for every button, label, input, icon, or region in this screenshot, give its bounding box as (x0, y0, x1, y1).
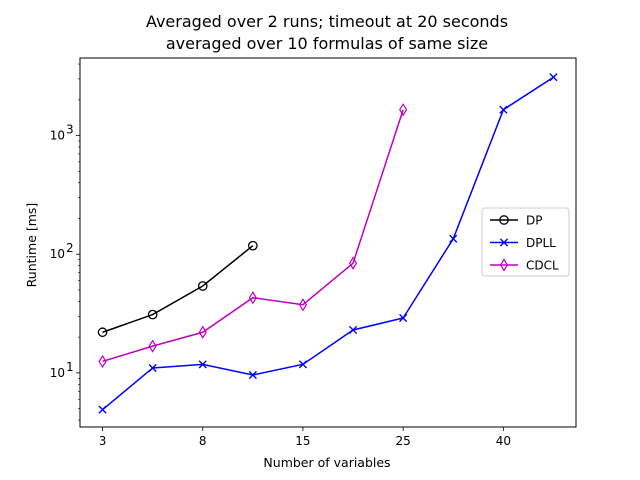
data-point-dpll-9 (549, 73, 558, 82)
x-tick-label: 40 (496, 434, 511, 448)
legend-label-dp: DP (526, 214, 542, 228)
data-point-dp-3 (247, 240, 258, 251)
y-tick-label: 10 (50, 129, 65, 143)
data-point-cdcl-3 (248, 291, 257, 305)
y-axis-label: Runtime [ms] (24, 203, 39, 288)
data-point-cdcl-2 (198, 325, 207, 339)
y-tick-exponent: 1 (66, 360, 74, 374)
data-point-dpll-1 (148, 363, 157, 373)
x-tick-label: 8 (199, 434, 207, 448)
data-point-dpll-3 (248, 370, 257, 380)
data-point-dpll-6 (399, 313, 408, 323)
legend: DP DPLL CDCL (481, 207, 570, 277)
legend-label-dpll: DPLL (526, 236, 556, 250)
x-tick-label: 25 (396, 434, 411, 448)
plot-area (97, 73, 558, 414)
legend-marker-cdcl (499, 258, 509, 272)
data-point-dpll-7 (449, 234, 458, 243)
data-point-dp-2 (197, 281, 208, 291)
x-tick-label: 3 (99, 434, 107, 448)
x-axis-label: Number of variables (263, 455, 390, 470)
chart-title-line1: Averaged over 2 runs; timeout at 20 seco… (146, 12, 508, 31)
x-tick-label: 15 (295, 434, 310, 448)
legend-label-cdcl: CDCL (526, 259, 559, 273)
data-point-dp-0 (97, 327, 108, 338)
series-line-dp (102, 245, 254, 333)
series-line-cdcl (102, 109, 404, 363)
legend-marker-dpll (499, 238, 509, 247)
y-tick-exponent: 3 (66, 123, 74, 137)
series-line-dpll (102, 76, 554, 411)
data-point-dpll-8 (499, 105, 508, 114)
data-point-cdcl-0 (98, 354, 107, 369)
data-point-dpll-0 (98, 405, 107, 414)
data-point-cdcl-4 (298, 298, 308, 312)
data-point-cdcl-1 (148, 339, 157, 353)
y-tick-label: 10 (50, 247, 65, 261)
y-tick-exponent: 2 (66, 241, 74, 255)
data-point-dpll-5 (348, 325, 358, 335)
data-point-cdcl-5 (348, 256, 358, 270)
data-point-dp-1 (147, 309, 158, 320)
data-point-cdcl-6 (399, 103, 408, 117)
chart-title-line2: averaged over 10 formulas of same size (166, 34, 488, 53)
legend-marker-dp (499, 215, 509, 225)
plot-frame (79, 57, 577, 428)
data-point-dpll-4 (298, 360, 308, 369)
data-point-dpll-2 (198, 360, 207, 369)
y-tick-label: 10 (50, 366, 65, 380)
